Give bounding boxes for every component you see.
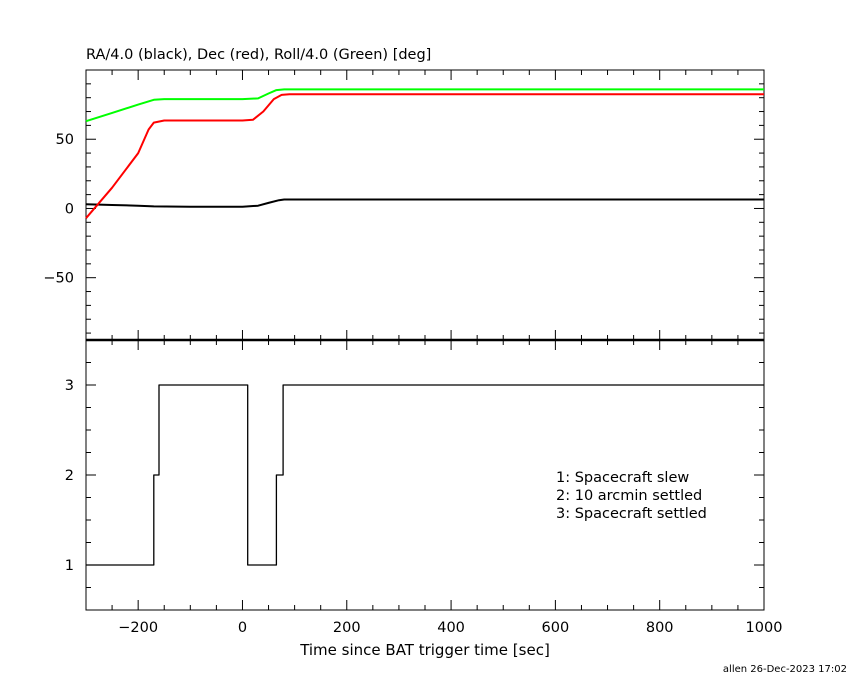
top-ytick-label: −50 xyxy=(43,271,74,287)
settle-status-panel: 1 2 3 −200 0 200 400 600 800 1000 xyxy=(65,339,783,636)
x-axis-label: Time since BAT trigger time [sec] xyxy=(299,641,550,659)
x-tick-label: 800 xyxy=(646,620,674,636)
annotation-settled: 3: Spacecraft settled xyxy=(556,506,707,522)
x-tick-label: −200 xyxy=(118,620,158,636)
x-tick-label: 0 xyxy=(238,620,247,636)
settle-status-line xyxy=(86,384,764,566)
annotation-slew: 1: Spacecraft slew xyxy=(556,470,689,486)
top-ytick-label: 50 xyxy=(56,132,74,148)
attitude-panel: −50 0 50 xyxy=(43,69,765,342)
annotation-10arcmin: 2: 10 arcmin settled xyxy=(556,488,702,504)
footer-timestamp: allen 26-Dec-2023 17:02 xyxy=(723,664,847,675)
ra-series-line xyxy=(85,198,764,208)
top-chart-title: RA/4.0 (black), Dec (red), Roll/4.0 (Gre… xyxy=(86,47,431,63)
bottom-ytick-label: 2 xyxy=(65,468,74,484)
bottom-ytick-label: 3 xyxy=(65,378,74,394)
x-tick-label: 200 xyxy=(333,620,361,636)
top-frame xyxy=(85,69,765,341)
bottom-ytick-label: 1 xyxy=(65,558,74,574)
roll-series-line xyxy=(85,88,764,123)
top-ytick-label: 0 xyxy=(65,201,74,217)
x-tick-label: 1000 xyxy=(746,620,783,636)
x-tick-label: 600 xyxy=(542,620,570,636)
x-tick-label: 400 xyxy=(437,620,465,636)
dec-series-line xyxy=(85,93,764,219)
